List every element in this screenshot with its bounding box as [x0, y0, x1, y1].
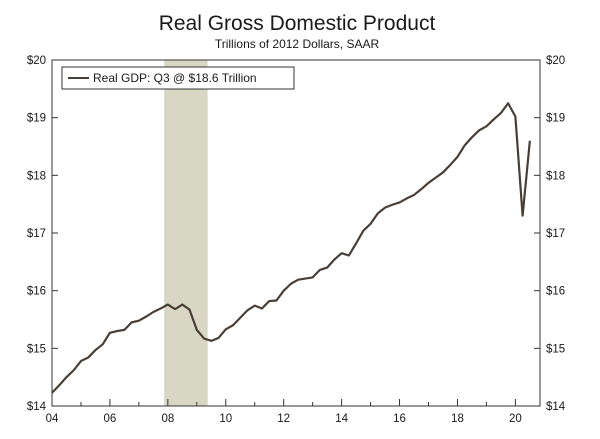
legend-box	[61, 66, 295, 90]
y-tick-label-left: $16	[27, 286, 46, 298]
recession-band	[164, 60, 208, 406]
x-tick-label: 16	[393, 413, 406, 425]
series-line-real-gdp	[51, 102, 531, 394]
legend-label: Real GDP: Q3 @ $18.6 Trillion	[93, 71, 257, 85]
x-tick-label: 12	[277, 413, 290, 425]
x-tick-label: 08	[161, 413, 174, 425]
chart-title: Real Gross Domestic Product	[159, 12, 436, 35]
y-tick-label-right: $17	[546, 228, 565, 240]
y-tick-label-left: $19	[27, 113, 46, 125]
x-tick-label: 18	[451, 413, 464, 425]
y-tick-label-right: $19	[546, 113, 565, 125]
chart-subtitle: Trillions of 2012 Dollars, SAAR	[215, 37, 380, 51]
y-tick-label-left: $14	[27, 401, 47, 413]
x-tick-label: 10	[219, 413, 232, 425]
plot-frame	[51, 59, 541, 407]
y-tick-label-right: $15	[546, 343, 565, 355]
x-tick-label: 04	[46, 413, 59, 425]
x-tick-label: 20	[509, 413, 522, 425]
x-tick-label: 06	[104, 413, 117, 425]
y-tick-label-left: $15	[27, 343, 46, 355]
y-tick-label-left: $18	[27, 170, 46, 182]
y-tick-label-left: $20	[27, 55, 46, 67]
plot-area: $14 $14 $15 $15 $16 $16 $17 $17 $18 $18 $19 $19 $20 $…	[27, 55, 566, 425]
x-tick-label: 14	[335, 413, 348, 425]
legend: Real GDP: Q3 @ $18.6 Trillion	[61, 66, 295, 90]
y-tick-label-right: $16	[546, 286, 565, 298]
y-tick-label-right: $18	[546, 170, 565, 182]
y-tick-label-left: $17	[27, 228, 46, 240]
y-tick-label-right: $20	[546, 55, 565, 67]
y-tick-label-right: $14	[546, 401, 566, 413]
